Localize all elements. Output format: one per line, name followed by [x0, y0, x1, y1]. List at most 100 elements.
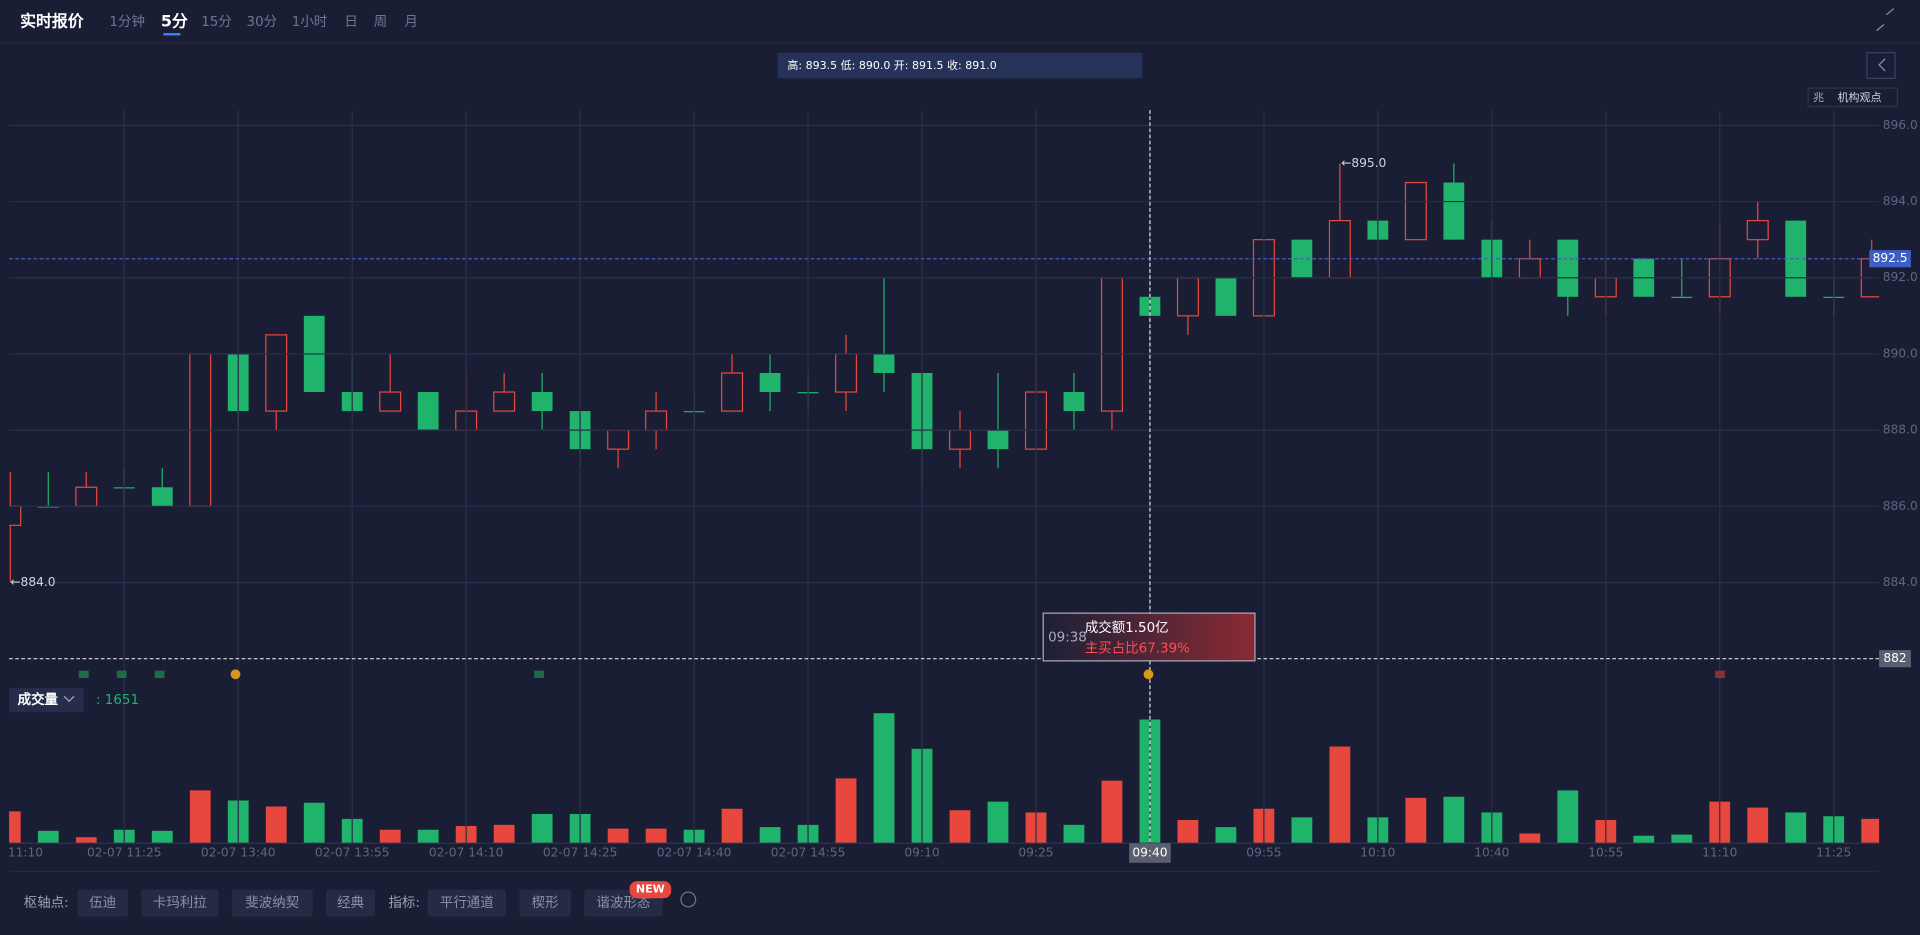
period-tab[interactable]: 5分 [161, 12, 188, 31]
candle-body [1443, 182, 1465, 240]
volume-bar [75, 837, 97, 844]
volume-bar [1519, 833, 1541, 844]
volume-bar [1063, 824, 1085, 844]
volume-bar [1861, 818, 1880, 844]
x-tick-label: 10:10 [1360, 846, 1395, 860]
footer-button[interactable] [427, 889, 506, 917]
event-marker [154, 670, 165, 678]
volume-bar [1557, 790, 1579, 844]
volume-bar [835, 778, 857, 844]
x-tick-label: 09:10 [904, 846, 939, 860]
candle-body [1746, 220, 1769, 241]
crosshair-price-label: 882 [1883, 651, 1906, 665]
side-panel-button[interactable] [1807, 87, 1899, 108]
footer-button[interactable] [326, 889, 376, 917]
crosshair-time-label: 09:40 [1132, 846, 1167, 860]
crosshair-time-box [1129, 843, 1171, 863]
volume-selector[interactable] [9, 687, 84, 713]
footer-button-label: 平行通道 [440, 895, 494, 911]
candle-body [873, 353, 895, 373]
period-tab[interactable]: 30分 [247, 14, 278, 30]
volume-bar [265, 806, 287, 844]
volume-label: 成交量 [18, 691, 59, 708]
indicator-label: 指标: [388, 895, 419, 911]
help-icon[interactable] [680, 891, 697, 908]
candle-body [721, 372, 744, 412]
period-tab[interactable]: 周 [374, 15, 387, 30]
candle-body [1404, 181, 1427, 241]
volume-bar [417, 829, 439, 844]
footer-button[interactable] [519, 889, 571, 917]
volume-bar [987, 801, 1009, 844]
fullscreen-icon[interactable] [1876, 8, 1895, 32]
candle-body [417, 392, 439, 431]
footer-button-label: 楔形 [532, 895, 559, 911]
footer-button-label: 斐波纳契 [245, 895, 299, 911]
new-badge-label: NEW [636, 883, 665, 896]
volume-dropdown-icon [63, 695, 75, 703]
candle-body [835, 353, 858, 393]
footer-button[interactable] [141, 889, 219, 917]
volume-bar [1215, 827, 1237, 844]
tooltip-time: 09:38 [1048, 631, 1087, 646]
candle-body [1557, 239, 1579, 297]
event-marker [116, 670, 127, 678]
y-tick-label: 896.0 [1883, 118, 1918, 132]
candle-body [1100, 277, 1123, 412]
candle-body [987, 430, 1009, 450]
event-marker [534, 670, 544, 678]
volume-bar [1785, 812, 1807, 844]
crosshair-price-box [1879, 650, 1911, 668]
side-panel-icon: 兆 [1813, 91, 1824, 104]
volume-bar [645, 828, 667, 844]
volume-bar [721, 808, 743, 844]
volume-bar [1291, 817, 1313, 844]
x-tick-label: 02-07 13:40 [201, 846, 276, 860]
y-tick-label: 890.0 [1883, 346, 1918, 360]
info-bar-text: 高: 893.5 低: 890.0 开: 891.5 收: 891.0 [787, 58, 996, 72]
collapse-icon [1878, 58, 1886, 72]
x-tick-label: 11:10 [1702, 846, 1737, 860]
period-tab[interactable]: 1分钟 [109, 13, 144, 30]
period-tab[interactable]: 月 [404, 15, 417, 30]
volume-bar [949, 810, 971, 844]
y-tick-label: 884.0 [1883, 575, 1918, 589]
volume-bar [9, 811, 21, 844]
volume-bar [189, 790, 211, 844]
new-badge [629, 881, 672, 899]
candle-body [493, 391, 516, 412]
volume-bar [1177, 819, 1199, 844]
candle-body [1328, 220, 1351, 279]
candle-body [1671, 296, 1693, 299]
collapse-button[interactable] [1866, 52, 1896, 79]
candle-body [1176, 277, 1199, 317]
tooltip-buy-ratio: 主买占比67.39% [1085, 641, 1190, 657]
candle-body [1063, 392, 1085, 412]
x-tick-label: 10:40 [1474, 846, 1509, 860]
candle-body [759, 372, 781, 393]
y-tick-label: 894.0 [1883, 194, 1918, 208]
x-tick-label: 02-07 14:55 [771, 846, 846, 860]
volume-readout: : 1651 [96, 693, 139, 708]
last-price-box [1869, 250, 1911, 268]
volume-bar [151, 830, 173, 844]
side-panel-label[interactable]: 机构观点 [1837, 90, 1881, 104]
x-tick-label: 02-07 11:25 [87, 846, 162, 860]
y-tick-label: 886.0 [1883, 499, 1918, 513]
high-annotation: ←895.0 [1341, 156, 1386, 170]
period-tab[interactable]: 日 [344, 15, 357, 30]
volume-bar [1633, 835, 1655, 844]
volume-bar [379, 829, 401, 844]
period-tab[interactable]: 1小时 [292, 14, 327, 30]
footer-button-label: 经典 [337, 895, 364, 911]
x-tick-label: 02-07 14:40 [657, 846, 732, 860]
footer-button-label: 卡玛利拉 [153, 895, 207, 911]
x-tick-label: 09:25 [1018, 846, 1053, 860]
volume-bar [303, 802, 325, 844]
candle-body [607, 429, 630, 450]
candle-body [531, 392, 553, 412]
period-tab[interactable]: 15分 [201, 14, 232, 30]
footer-button[interactable] [231, 889, 313, 917]
footer-button[interactable] [77, 889, 128, 917]
x-tick-label: 02-07 13:55 [315, 846, 390, 860]
